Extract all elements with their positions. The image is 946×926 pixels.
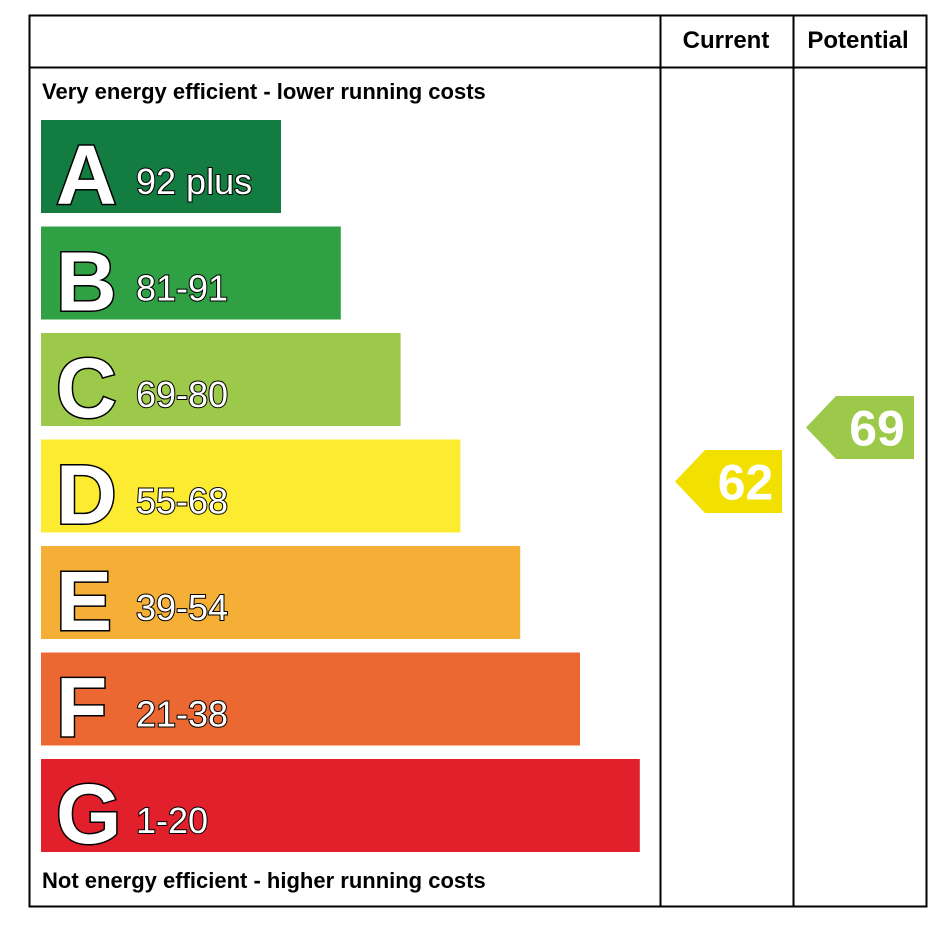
- chart-frame: [28, 14, 928, 908]
- bottom-label: Not energy efficient - higher running co…: [42, 868, 486, 893]
- band-letter: G: [56, 767, 121, 861]
- band-letter: B: [56, 235, 117, 329]
- band-letter: C: [56, 341, 117, 435]
- potential-rating-arrow: 69: [806, 396, 914, 460]
- band-e: E 39-54: [41, 546, 521, 650]
- band-a: A 92 plus: [41, 120, 281, 224]
- band-range: 21-38: [136, 694, 228, 735]
- band-letter: E: [56, 554, 112, 648]
- band-range: 92 plus: [136, 161, 252, 202]
- band-letter: D: [56, 448, 117, 542]
- band-bar: [41, 439, 461, 533]
- header-potential: Potential: [807, 27, 908, 54]
- band-bar: [41, 652, 580, 746]
- potential-rating-value: 69: [849, 401, 905, 457]
- band-f: F 21-38: [41, 652, 580, 756]
- band-range: 1-20: [136, 800, 208, 841]
- band-range: 81-91: [136, 268, 228, 309]
- band-bar: [41, 333, 401, 426]
- potential-arrow-shape: [806, 396, 914, 460]
- header-current: Current: [683, 27, 770, 54]
- band-letter: F: [56, 661, 107, 755]
- current-arrow-shape: [675, 450, 782, 513]
- band-b: B 81-91: [41, 226, 341, 330]
- band-letter: A: [56, 128, 117, 222]
- current-rating-value: 62: [718, 455, 774, 511]
- band-bar: [41, 759, 640, 852]
- current-rating-arrow: 62: [675, 450, 782, 513]
- band-range: 55-68: [136, 481, 228, 522]
- band-bar: [41, 546, 521, 639]
- band-bar: [41, 226, 341, 320]
- band-d: D 55-68: [41, 439, 461, 543]
- band-bar: [41, 120, 281, 213]
- band-range: 39-54: [136, 587, 228, 628]
- band-g: G 1-20: [41, 759, 640, 863]
- band-range: 69-80: [136, 374, 228, 415]
- band-c: C 69-80: [41, 333, 401, 437]
- top-label: Very energy efficient - lower running co…: [42, 79, 486, 104]
